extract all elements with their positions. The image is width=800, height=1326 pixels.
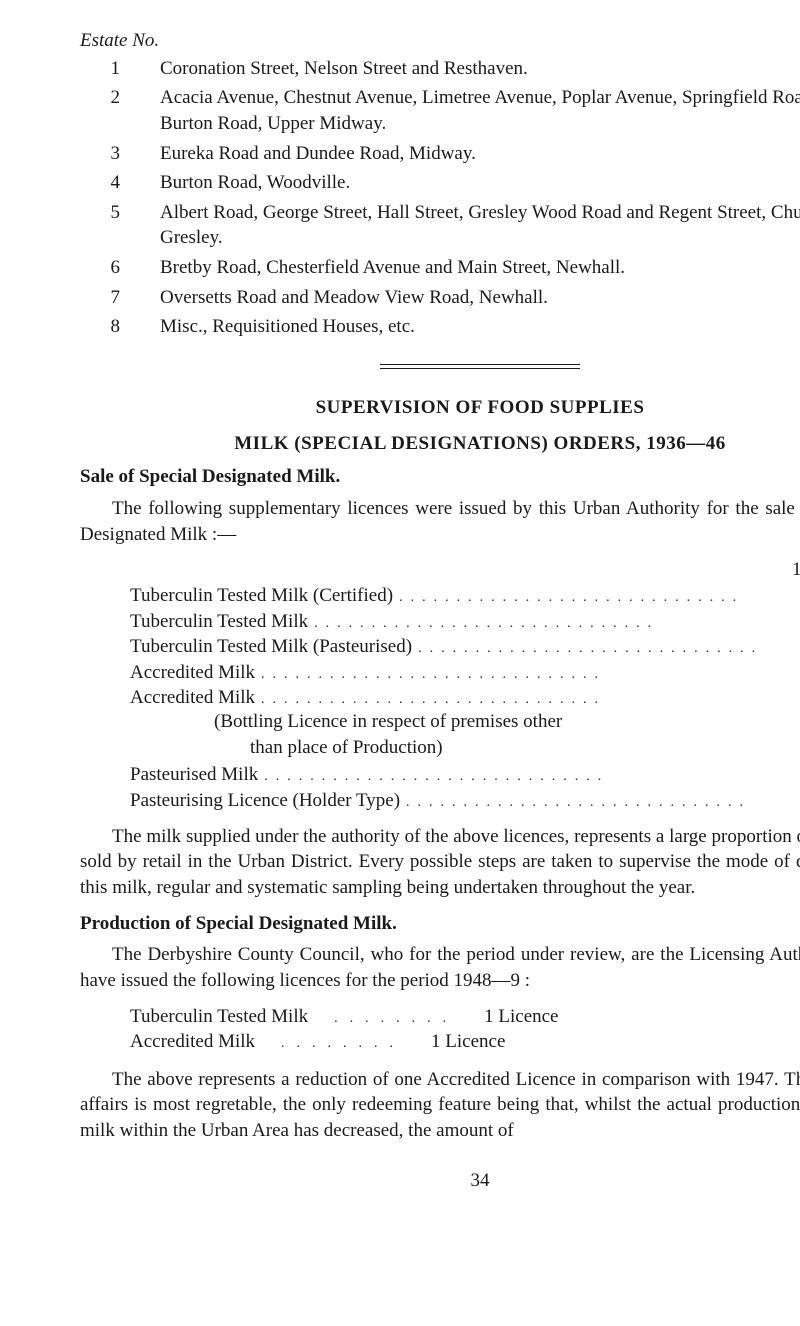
estate-description: Misc., Requisitioned Houses, etc. bbox=[160, 314, 800, 344]
sale-paragraph: The following supplementary licences wer… bbox=[80, 496, 800, 547]
licence-value: 1 Licence bbox=[431, 1029, 505, 1055]
licence-label: Accredited Milk bbox=[130, 1029, 255, 1055]
leader-dots: .............................. bbox=[412, 640, 788, 659]
estate-description: Acacia Avenue, Chestnut Avenue, Limetree… bbox=[160, 85, 800, 140]
milk-value-1948: 1 bbox=[788, 634, 800, 660]
estate-number: 7 bbox=[100, 285, 160, 315]
estate-description: Albert Road, George Street, Hall Street,… bbox=[160, 200, 800, 255]
milk-subnote-line1: (Bottling Licence in respect of premises… bbox=[214, 709, 800, 735]
estate-row: 1Coronation Street, Nelson Street and Re… bbox=[100, 56, 800, 86]
authority-paragraph: The milk supplied under the authority of… bbox=[80, 824, 800, 901]
milk-row: Tuberculin Tested Milk (Certified)......… bbox=[130, 583, 800, 609]
page-number: 34 bbox=[80, 1168, 800, 1194]
licence-label: Tuberculin Tested Milk bbox=[130, 1004, 308, 1030]
estate-row: 4Burton Road, Woodville. bbox=[100, 170, 800, 200]
milk-row: Pasteurised Milk........................… bbox=[130, 762, 800, 788]
milk-row: Accredited Milk.........................… bbox=[130, 685, 800, 711]
milk-label: Accredited Milk bbox=[130, 685, 255, 711]
milk-value-1948: 1 bbox=[788, 788, 800, 814]
estate-number: 4 bbox=[100, 170, 160, 200]
leader-dots: .............................. bbox=[255, 691, 788, 710]
estate-number: 3 bbox=[100, 141, 160, 171]
sale-heading: Sale of Special Designated Milk. bbox=[80, 464, 800, 490]
estate-number: 2 bbox=[100, 85, 160, 140]
milk-value-1948: 1 bbox=[788, 685, 800, 711]
leader-dots: ........ bbox=[255, 1035, 431, 1054]
production-paragraph: The Derbyshire County Council, who for t… bbox=[80, 942, 800, 993]
milk-label: Tuberculin Tested Milk (Pasteurised) bbox=[130, 634, 412, 660]
estate-number: 1 bbox=[100, 56, 160, 86]
milk-row: Pasteurising Licence (Holder Type)......… bbox=[130, 788, 800, 814]
estate-description: Coronation Street, Nelson Street and Res… bbox=[160, 56, 800, 86]
estate-description: Eureka Road and Dundee Road, Midway. bbox=[160, 141, 800, 171]
milk-value-1948: 2 bbox=[788, 583, 800, 609]
milk-label: Tuberculin Tested Milk bbox=[130, 609, 308, 635]
estate-row: 3Eureka Road and Dundee Road, Midway. bbox=[100, 141, 800, 171]
estate-description: Bretby Road, Chesterfield Avenue and Mai… bbox=[160, 255, 800, 285]
production-heading: Production of Special Designated Milk. bbox=[80, 911, 800, 937]
milk-label: Tuberculin Tested Milk (Certified) bbox=[130, 583, 393, 609]
licence-row: Tuberculin Tested Milk........1 Licence bbox=[130, 1004, 800, 1030]
milk-value-1948: 1 bbox=[788, 609, 800, 635]
milk-label: Pasteurising Licence (Holder Type) bbox=[130, 788, 400, 814]
milk-row: Tuberculin Tested Milk..................… bbox=[130, 609, 800, 635]
milk-table: 1948 1947 Tuberculin Tested Milk (Certif… bbox=[130, 557, 800, 813]
estate-row: 6Bretby Road, Chesterfield Avenue and Ma… bbox=[100, 255, 800, 285]
milk-value-1948: 4 bbox=[788, 762, 800, 788]
milk-label: Accredited Milk bbox=[130, 660, 255, 686]
estate-row: 2Acacia Avenue, Chestnut Avenue, Limetre… bbox=[100, 85, 800, 140]
estate-header: Estate No. bbox=[80, 28, 800, 54]
estate-number: 8 bbox=[100, 314, 160, 344]
leader-dots: .............................. bbox=[255, 666, 788, 685]
milk-row: Tuberculin Tested Milk (Pasteurised)....… bbox=[130, 634, 800, 660]
supervision-title: SUPERVISION OF FOOD SUPPLIES bbox=[80, 395, 800, 421]
milk-value-1948: 1 bbox=[788, 660, 800, 686]
estate-number: 5 bbox=[100, 200, 160, 255]
milk-orders-title: MILK (SPECIAL DESIGNATIONS) ORDERS, 1936… bbox=[80, 431, 800, 457]
milk-year-1: 1948 bbox=[788, 557, 800, 583]
leader-dots: ........ bbox=[308, 1010, 484, 1029]
licence-value: 1 Licence bbox=[484, 1004, 558, 1030]
leader-dots: .............................. bbox=[400, 794, 788, 813]
licence-table: Tuberculin Tested Milk........1 LicenceA… bbox=[130, 1004, 800, 1055]
reduction-paragraph: The above represents a reduction of one … bbox=[80, 1067, 800, 1144]
milk-label: Pasteurised Milk bbox=[130, 762, 258, 788]
estate-description: Oversetts Road and Meadow View Road, New… bbox=[160, 285, 800, 315]
estate-number: 6 bbox=[100, 255, 160, 285]
estate-list: 1Coronation Street, Nelson Street and Re… bbox=[100, 56, 800, 344]
estate-row: 8Misc., Requisitioned Houses, etc. bbox=[100, 314, 800, 344]
estate-description: Burton Road, Woodville. bbox=[160, 170, 800, 200]
estate-row: 5Albert Road, George Street, Hall Street… bbox=[100, 200, 800, 255]
leader-dots: .............................. bbox=[308, 615, 788, 634]
licence-row: Accredited Milk........1 Licence bbox=[130, 1029, 800, 1055]
estate-row: 7Oversetts Road and Meadow View Road, Ne… bbox=[100, 285, 800, 315]
leader-dots: .............................. bbox=[258, 768, 788, 787]
leader-dots: .............................. bbox=[393, 589, 788, 608]
section-divider bbox=[380, 364, 580, 369]
milk-subnote-line2: than place of Production) bbox=[250, 735, 800, 761]
milk-row: Accredited Milk.........................… bbox=[130, 660, 800, 686]
